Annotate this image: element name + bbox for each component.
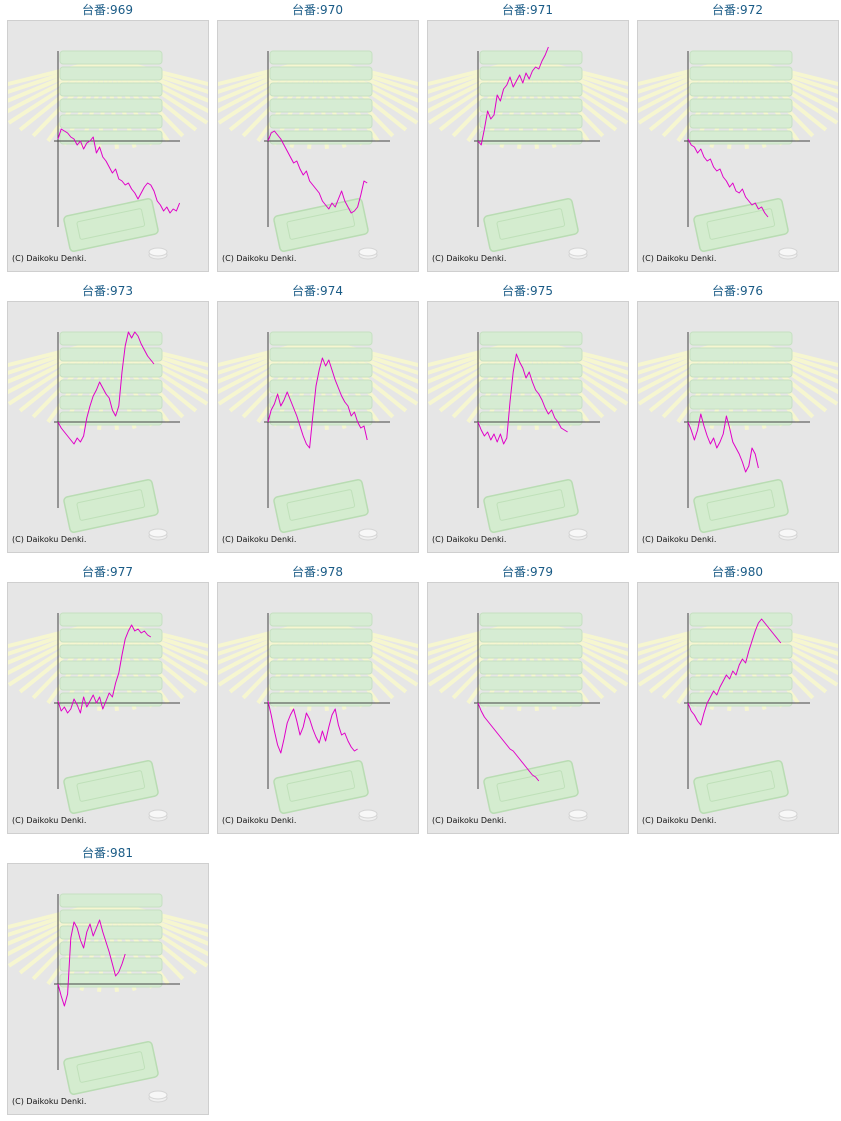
slump-graph: (C) Daikoku Denki. bbox=[218, 50, 418, 263]
series-line bbox=[57, 624, 152, 714]
chart-frame: (C) Daikoku Denki. bbox=[7, 863, 209, 1115]
background-art bbox=[428, 612, 628, 822]
chart-frame: (C) Daikoku Denki. bbox=[427, 582, 629, 834]
machine-chart-card: 台番:979 (C) Daikoku Denki. bbox=[425, 562, 630, 838]
series-line bbox=[267, 700, 358, 754]
copyright-text: (C) Daikoku Denki. bbox=[642, 535, 716, 544]
slump-graph: (C) Daikoku Denki. bbox=[638, 612, 838, 825]
series-line bbox=[687, 138, 769, 218]
series-line bbox=[477, 702, 540, 782]
machine-chart-card: 台番:969 (C) Daikoku Denki. bbox=[5, 0, 210, 276]
machine-number-label[interactable]: 台番:969 bbox=[82, 3, 133, 17]
series-line bbox=[57, 331, 155, 445]
machine-chart-card: 台番:973 (C) Daikoku Denki. bbox=[5, 281, 210, 557]
machine-number-label[interactable]: 台番:975 bbox=[502, 284, 553, 298]
copyright-text: (C) Daikoku Denki. bbox=[642, 254, 716, 263]
copyright-text: (C) Daikoku Denki. bbox=[222, 535, 296, 544]
copyright-text: (C) Daikoku Denki. bbox=[12, 1097, 86, 1106]
machine-number-label[interactable]: 台番:978 bbox=[292, 565, 343, 579]
chart-frame: (C) Daikoku Denki. bbox=[7, 20, 209, 272]
machine-number-label[interactable]: 台番:980 bbox=[712, 565, 763, 579]
chart-frame: (C) Daikoku Denki. bbox=[7, 301, 209, 553]
background-art bbox=[428, 331, 628, 541]
chart-frame: (C) Daikoku Denki. bbox=[637, 20, 839, 272]
chart-frame: (C) Daikoku Denki. bbox=[637, 582, 839, 834]
chart-frame: (C) Daikoku Denki. bbox=[217, 301, 419, 553]
background-art bbox=[638, 50, 838, 260]
series-line bbox=[477, 353, 568, 445]
machine-number-label[interactable]: 台番:970 bbox=[292, 3, 343, 17]
chart-frame: (C) Daikoku Denki. bbox=[217, 20, 419, 272]
background-art bbox=[638, 331, 838, 541]
series-line bbox=[57, 919, 126, 1007]
chart-frame: (C) Daikoku Denki. bbox=[217, 582, 419, 834]
background-art bbox=[218, 331, 418, 541]
background-art bbox=[428, 50, 628, 260]
chart-frame: (C) Daikoku Denki. bbox=[7, 582, 209, 834]
slump-graph: (C) Daikoku Denki. bbox=[638, 331, 838, 544]
machine-chart-card: 台番:976 (C) Daikoku Denki. bbox=[635, 281, 840, 557]
machine-number-label[interactable]: 台番:973 bbox=[82, 284, 133, 298]
slump-graph: (C) Daikoku Denki. bbox=[218, 612, 418, 825]
chart-frame: (C) Daikoku Denki. bbox=[427, 301, 629, 553]
chart-frame: (C) Daikoku Denki. bbox=[427, 20, 629, 272]
slump-graph: (C) Daikoku Denki. bbox=[218, 331, 418, 544]
background-art bbox=[218, 50, 418, 260]
slump-graph: (C) Daikoku Denki. bbox=[8, 612, 208, 825]
copyright-text: (C) Daikoku Denki. bbox=[432, 816, 506, 825]
slump-graph: (C) Daikoku Denki. bbox=[8, 893, 208, 1106]
machine-number-label[interactable]: 台番:971 bbox=[502, 3, 553, 17]
machine-chart-card: 台番:972 (C) Daikoku Denki. bbox=[635, 0, 840, 276]
copyright-text: (C) Daikoku Denki. bbox=[12, 816, 86, 825]
background-art bbox=[8, 331, 208, 541]
series-line bbox=[687, 618, 782, 726]
machine-number-label[interactable]: 台番:974 bbox=[292, 284, 343, 298]
background-art bbox=[218, 612, 418, 822]
background-art bbox=[8, 50, 208, 260]
machine-chart-card: 台番:978 (C) Daikoku Denki. bbox=[215, 562, 420, 838]
background-art bbox=[8, 893, 208, 1103]
slump-graph: (C) Daikoku Denki. bbox=[8, 331, 208, 544]
slump-graph: (C) Daikoku Denki. bbox=[428, 46, 628, 263]
machine-chart-card: 台番:981 (C) Daikoku Denki. bbox=[5, 843, 210, 1119]
series-line bbox=[477, 46, 549, 146]
series-line bbox=[687, 413, 759, 473]
copyright-text: (C) Daikoku Denki. bbox=[432, 535, 506, 544]
machine-chart-card: 台番:977 (C) Daikoku Denki. bbox=[5, 562, 210, 838]
series-line bbox=[57, 128, 181, 214]
machine-number-label[interactable]: 台番:972 bbox=[712, 3, 763, 17]
copyright-text: (C) Daikoku Denki. bbox=[12, 535, 86, 544]
machine-chart-card: 台番:980 (C) Daikoku Denki. bbox=[635, 562, 840, 838]
slump-graph: (C) Daikoku Denki. bbox=[428, 331, 628, 544]
machine-number-label[interactable]: 台番:981 bbox=[82, 846, 133, 860]
machine-number-label[interactable]: 台番:976 bbox=[712, 284, 763, 298]
chart-frame: (C) Daikoku Denki. bbox=[637, 301, 839, 553]
slump-graph: (C) Daikoku Denki. bbox=[8, 50, 208, 263]
slump-graph: (C) Daikoku Denki. bbox=[638, 50, 838, 263]
copyright-text: (C) Daikoku Denki. bbox=[222, 816, 296, 825]
copyright-text: (C) Daikoku Denki. bbox=[432, 254, 506, 263]
machine-chart-card: 台番:971 (C) Daikoku Denki. bbox=[425, 0, 630, 276]
background-art bbox=[638, 612, 838, 822]
machine-number-label[interactable]: 台番:979 bbox=[502, 565, 553, 579]
slump-graph: (C) Daikoku Denki. bbox=[428, 612, 628, 825]
series-line bbox=[267, 357, 368, 449]
copyright-text: (C) Daikoku Denki. bbox=[12, 254, 86, 263]
copyright-text: (C) Daikoku Denki. bbox=[642, 816, 716, 825]
series-line bbox=[267, 130, 368, 214]
background-art bbox=[8, 612, 208, 822]
machine-chart-card: 台番:974 (C) Daikoku Denki. bbox=[215, 281, 420, 557]
machine-number-label[interactable]: 台番:977 bbox=[82, 565, 133, 579]
copyright-text: (C) Daikoku Denki. bbox=[222, 254, 296, 263]
machine-chart-card: 台番:975 (C) Daikoku Denki. bbox=[425, 281, 630, 557]
machine-chart-card: 台番:970 (C) Daikoku Denki. bbox=[215, 0, 420, 276]
